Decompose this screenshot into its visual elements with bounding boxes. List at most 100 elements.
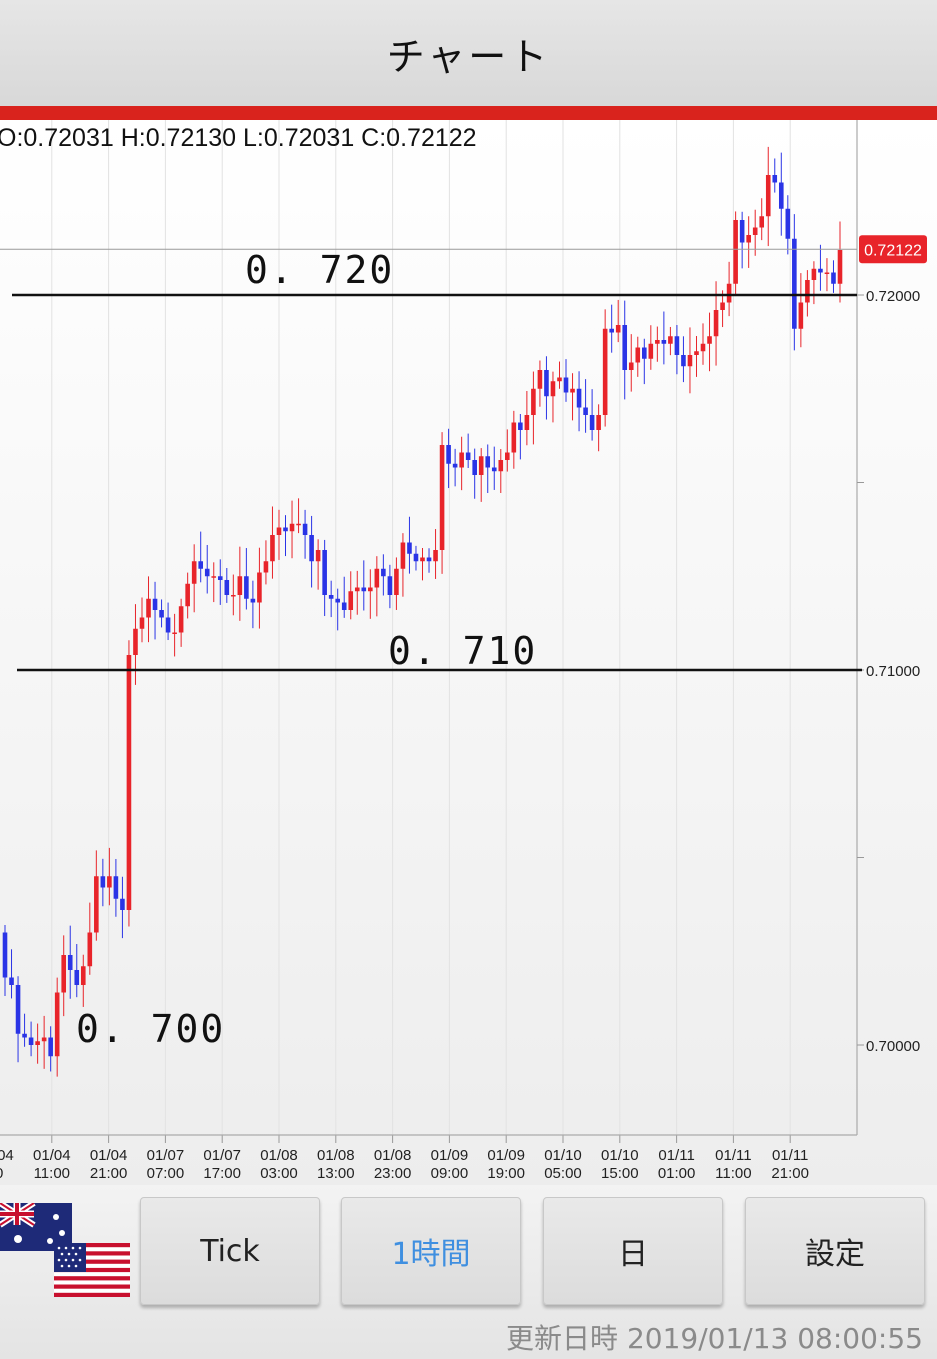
candlestick-chart[interactable]: 01/040001/0411:0001/0421:0001/0707:0001/… (0, 120, 937, 1185)
candle-body (785, 208, 791, 239)
candle-body (602, 328, 608, 415)
candle-body (641, 347, 647, 359)
candle-body (113, 876, 119, 899)
candle-body (720, 302, 725, 310)
candle-body (687, 355, 693, 367)
plot-background (0, 120, 937, 1185)
x-tick-label-date: 01/09 (487, 1147, 525, 1164)
candle-body (94, 876, 99, 933)
candle-body (446, 445, 451, 464)
x-tick-label-date: 01/04 (90, 1147, 128, 1164)
aud-usd-flags-icon[interactable] (0, 1203, 135, 1303)
x-tick-label-time: 21:00 (90, 1165, 128, 1182)
candle-body (185, 583, 190, 607)
candle-body (133, 628, 138, 655)
x-tick-label-time: 05:00 (544, 1165, 582, 1182)
candle-body (348, 591, 354, 610)
candle-body (204, 568, 210, 577)
bottom-toolbar: Tick 1時間 日 設定 更新日時 2019/01/13 08:00:55 (0, 1185, 937, 1359)
candle-body (211, 576, 217, 578)
tick-button[interactable]: Tick (140, 1197, 320, 1305)
one-hour-button[interactable]: 1時間 (341, 1197, 521, 1305)
candle-body (668, 336, 673, 344)
candle-body (15, 985, 21, 1034)
app-header: チャート (0, 0, 937, 106)
settings-button[interactable]: 設定 (745, 1197, 925, 1305)
candle-body (387, 576, 393, 595)
candle-body (48, 1037, 53, 1057)
x-tick-label-time: 11:00 (34, 1165, 70, 1182)
candle-body (752, 227, 758, 235)
candle-body (726, 283, 732, 303)
candle-body (2, 932, 8, 978)
candle-body (328, 595, 334, 599)
candle-body (139, 617, 145, 629)
x-tick-label-date: 01/10 (544, 1147, 582, 1164)
y-tick-label: 0.70000 (866, 1038, 920, 1055)
x-tick-label-date: 01/07 (147, 1147, 185, 1164)
candle-body (224, 580, 230, 595)
candle-body (576, 388, 582, 408)
candle-body (87, 932, 93, 967)
x-tick-label-date: 01/11 (658, 1147, 694, 1164)
candle-body (550, 381, 556, 397)
candle-body (165, 617, 171, 633)
candle-body (381, 568, 386, 577)
candle-body (420, 557, 425, 562)
candle-body (309, 535, 314, 562)
candle-body (811, 268, 817, 280)
x-tick-label-date: 01/09 (431, 1147, 469, 1164)
y-tick-label: 0.72000 (866, 288, 920, 305)
candle-body (361, 587, 367, 592)
candle-body (459, 452, 464, 468)
x-tick-label-date: 01/08 (374, 1147, 412, 1164)
candle-body (433, 550, 438, 562)
candle-body (589, 415, 595, 430)
level-annotation-label: 0. 720 (245, 248, 394, 292)
candle-body (22, 1033, 27, 1038)
candle-body (778, 182, 784, 209)
candle-body (9, 977, 14, 985)
ohlc-readout: O:0.72031 H:0.72130 L:0.72031 C:0.72122 (0, 124, 477, 152)
candle-body (283, 527, 288, 532)
updated-label: 更新日時 (506, 1322, 619, 1355)
candle-body (596, 415, 601, 430)
x-tick-label-time: 07:00 (147, 1165, 185, 1182)
candle-body (152, 598, 158, 610)
candle-body (733, 220, 738, 284)
candle-body (635, 347, 641, 363)
candle-body (609, 328, 614, 333)
candle-body (798, 302, 804, 329)
page-title: チャート (386, 34, 551, 79)
candle-body (674, 336, 680, 355)
current-price-badge (859, 235, 927, 264)
candle-body (178, 606, 184, 633)
candle-body (622, 325, 628, 370)
day-button[interactable]: 日 (543, 1197, 723, 1305)
candle-body (191, 561, 197, 584)
candle-body (465, 452, 471, 460)
x-tick-label-time: 17:00 (203, 1165, 241, 1182)
candle-body (276, 527, 282, 535)
candle-body (570, 388, 575, 393)
candle-body (615, 325, 621, 333)
candle-body (557, 377, 562, 382)
candle-body (244, 576, 249, 599)
candle-body (74, 970, 80, 985)
candle-body (41, 1037, 47, 1042)
candle-body (563, 377, 569, 393)
x-tick-label-date: 01/07 (203, 1147, 241, 1164)
x-tick-label-time: 03:00 (260, 1165, 298, 1182)
candle-body (146, 598, 151, 618)
candle-body (472, 460, 477, 475)
candle-body (524, 415, 530, 430)
chart-area[interactable]: 01/040001/0411:0001/0421:0001/0707:0001/… (0, 120, 937, 1185)
candle-body (837, 250, 843, 284)
x-tick-label-time: 11:00 (715, 1165, 751, 1182)
x-tick-label-time: 21:00 (771, 1165, 809, 1182)
candle-body (583, 407, 588, 415)
x-tick-label-time: 19:00 (487, 1165, 525, 1182)
candle-body (491, 467, 497, 472)
accent-bar (0, 106, 937, 120)
candle-body (217, 576, 223, 580)
